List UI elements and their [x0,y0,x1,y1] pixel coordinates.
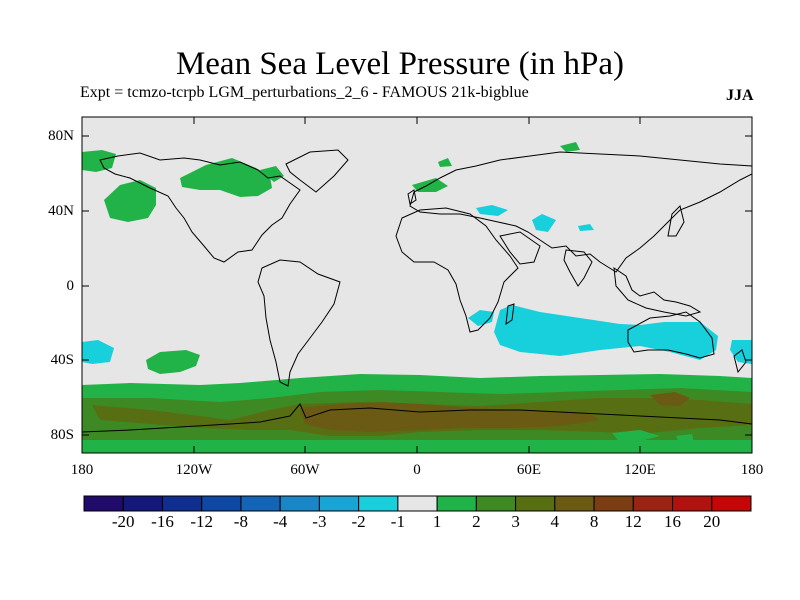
lon-label-180e: 180 [740,462,764,478]
lon-label-120e: 120E [624,462,656,478]
field-brown-high-east [650,392,690,406]
lat-label-40n: 40N [48,203,74,219]
field-south-pacific-high [146,350,200,374]
colorbar-label: -8 [233,512,248,531]
colorbar-box [554,495,595,512]
field-green-low-patch-2 [676,434,694,444]
colorbar-box [279,495,320,512]
colorbar-box [632,495,674,512]
coast-south-america [257,259,341,387]
axis-ticks [82,117,752,453]
map-title: Mean Sea Level Pressure (in hPa) [175,46,625,82]
lon-label-120w: 120W [175,462,213,478]
field-southeast-pacific-low [82,340,114,364]
field-south-africa-low [468,310,494,326]
experiment-subtitle: Expt = tcmzo-tcrpb LGM_perturbations_2_6… [80,84,529,101]
field-central-asia-low [578,224,594,231]
colorbar-box [318,495,360,512]
coast-africa [395,207,519,333]
colorbar-box [122,495,163,512]
colorbar-label: -12 [190,512,214,531]
coast-arabia [499,231,541,265]
colorbar-label: -16 [151,512,174,531]
season-label: JJA [726,87,754,104]
colorbar-label: 8 [589,512,599,531]
colorbar-box [83,495,124,512]
field-antarctic-brown-high [300,402,600,432]
coast-uk [407,189,417,205]
coast-japan [667,205,685,237]
pressure-anomaly-field [82,142,752,453]
coast-india [563,249,593,287]
lon-label-60e: 60E [516,462,542,478]
colorbar-label: -1 [390,512,405,531]
colorbar-box [593,495,634,512]
coast-antarctica [81,403,753,433]
colorbar-box [358,495,399,512]
colorbar-box [475,495,517,512]
colorbar-label: 3 [511,512,520,531]
field-green-low-patch-1 [612,430,660,441]
field-indian-ocean-low [494,305,718,360]
lat-label-80s: 80S [50,427,74,443]
coast-madagascar [505,303,515,326]
colorbar-label: 2 [472,512,481,531]
coast-australia [627,311,715,359]
colorbar-label: -2 [351,512,366,531]
colorbar-label: 12 [624,512,642,531]
colorbar-box [515,495,556,512]
colorbar-box [161,495,203,512]
field-mediterranean-low [476,205,508,216]
field-north-pacific-high [104,180,156,222]
colorbar-box [397,495,438,512]
field-arctic-high-siberia [560,142,580,152]
colorbar [83,495,752,512]
colorbar-label: 1 [432,512,442,531]
coast-north-america [99,152,301,263]
colorbar-label: 16 [664,512,681,531]
lon-label-0: 0 [413,462,421,478]
lon-label-60w: 60W [290,462,320,478]
coast-new-zealand [733,349,747,374]
field-greenland-high [260,166,284,182]
coast-greenland [285,149,349,193]
coastlines [81,149,753,433]
lat-label-80n: 80N [48,128,74,144]
colorbar-box [672,495,713,512]
colorbar-label: -20 [111,512,135,531]
coast-southeast-asia [613,266,702,317]
lat-label-40s: 40S [50,352,74,368]
field-arctic-high-alaska [82,150,116,172]
field-southeast-pacific-low-wrap [730,340,752,364]
colorbar-box [711,495,752,512]
colorbar-box [436,495,477,512]
colorbar-box [201,495,242,512]
colorbar-label: 4 [550,512,560,531]
field-arctic-high-europe [438,158,452,167]
colorbar-label: 20 [703,512,721,531]
colorbar-label: -3 [312,512,327,531]
colorbar-label: -4 [273,512,288,531]
colorbar-box [240,495,281,512]
field-caspian-low [532,214,556,232]
coast-eurasia [409,151,753,273]
lat-label-0: 0 [66,278,75,294]
lon-label-180w: 180 [70,462,94,478]
field-canada-high [180,158,272,197]
